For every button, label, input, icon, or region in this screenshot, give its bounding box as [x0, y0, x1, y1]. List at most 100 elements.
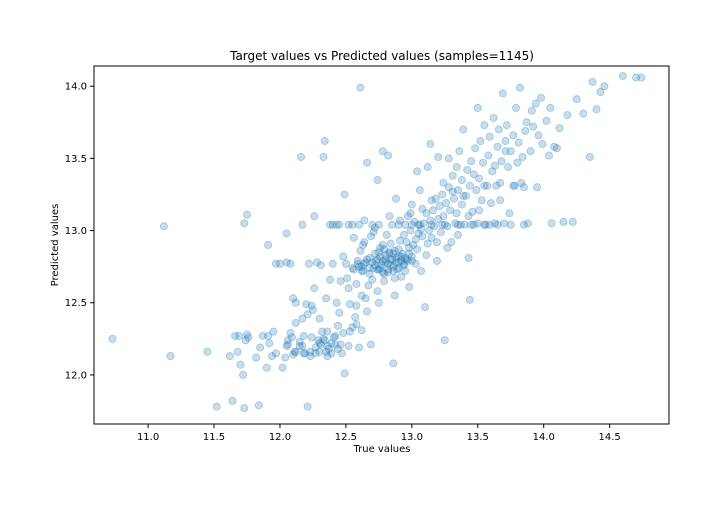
data-point	[287, 333, 296, 342]
data-point	[457, 176, 466, 185]
data-point	[455, 147, 464, 156]
data-point	[418, 232, 427, 241]
data-point	[282, 258, 291, 267]
data-point	[385, 212, 394, 221]
data-point	[419, 219, 428, 228]
data-point	[422, 209, 431, 218]
data-point	[447, 238, 456, 247]
data-point	[368, 258, 377, 267]
data-point	[360, 238, 369, 247]
data-point	[501, 137, 510, 146]
data-point	[240, 404, 249, 413]
x-tick-label: 14.5	[599, 432, 621, 443]
data-point	[397, 252, 406, 261]
data-point	[376, 264, 385, 273]
data-point	[426, 216, 435, 225]
data-point	[480, 121, 489, 130]
data-point	[336, 277, 345, 286]
data-point	[527, 106, 536, 115]
x-tick-label: 13.0	[401, 432, 423, 443]
data-point	[401, 220, 410, 229]
data-point	[368, 275, 377, 284]
data-point	[335, 308, 344, 317]
data-point	[252, 353, 261, 362]
data-point	[510, 181, 519, 190]
data-point	[356, 83, 365, 92]
data-point	[385, 249, 394, 258]
data-point	[328, 259, 337, 268]
data-point	[448, 171, 457, 180]
data-point	[399, 230, 408, 239]
data-point	[362, 307, 371, 316]
data-point	[303, 310, 312, 319]
data-point	[374, 298, 383, 307]
data-point	[286, 329, 295, 338]
data-point	[212, 402, 221, 411]
data-point	[381, 251, 390, 260]
data-point	[374, 265, 383, 274]
data-point	[563, 111, 572, 120]
data-point	[355, 220, 364, 229]
data-point	[348, 323, 357, 332]
data-point	[428, 206, 437, 215]
data-point	[302, 300, 311, 309]
data-point	[389, 266, 398, 275]
data-point	[376, 243, 385, 252]
data-point	[506, 147, 515, 156]
data-point	[242, 210, 251, 219]
data-point	[469, 170, 478, 179]
data-point	[283, 340, 292, 349]
data-point	[446, 206, 455, 215]
data-point	[579, 109, 588, 118]
data-point	[372, 256, 381, 265]
data-point	[281, 353, 290, 362]
data-point	[394, 252, 403, 261]
y-tick-label: 13.0	[65, 226, 87, 237]
data-point	[467, 157, 476, 166]
data-point	[378, 268, 387, 277]
data-point	[518, 152, 527, 161]
data-point	[526, 147, 535, 156]
data-point	[357, 326, 366, 335]
data-point	[490, 219, 499, 228]
data-point	[370, 223, 379, 232]
data-point	[283, 336, 292, 345]
data-point	[411, 235, 420, 244]
data-point	[291, 347, 300, 356]
data-point	[395, 216, 404, 225]
data-point	[493, 220, 502, 229]
data-point	[389, 262, 398, 271]
data-point	[159, 222, 168, 231]
data-point	[522, 118, 531, 127]
data-point	[320, 336, 329, 345]
data-point	[405, 282, 414, 291]
data-point	[502, 121, 511, 130]
data-point	[381, 258, 390, 267]
data-point	[356, 246, 365, 255]
data-point	[351, 313, 360, 322]
data-point	[384, 265, 393, 274]
data-point	[473, 219, 482, 228]
data-point	[373, 287, 382, 296]
data-point	[519, 183, 528, 192]
data-point	[484, 151, 493, 160]
data-point	[322, 294, 331, 303]
data-point	[417, 225, 426, 234]
data-point	[521, 126, 530, 135]
data-point	[472, 186, 481, 195]
data-point	[398, 249, 407, 258]
data-point	[453, 230, 462, 239]
data-point	[349, 265, 358, 274]
data-point	[456, 220, 465, 229]
data-point	[393, 265, 402, 274]
data-point	[370, 261, 379, 270]
data-point	[555, 124, 564, 133]
x-tick-label: 11.5	[203, 432, 225, 443]
data-point	[315, 339, 324, 348]
data-point	[397, 256, 406, 265]
data-point	[438, 190, 447, 199]
data-point	[373, 265, 382, 274]
data-point	[453, 186, 462, 195]
data-point	[344, 284, 353, 293]
data-point	[395, 236, 404, 245]
